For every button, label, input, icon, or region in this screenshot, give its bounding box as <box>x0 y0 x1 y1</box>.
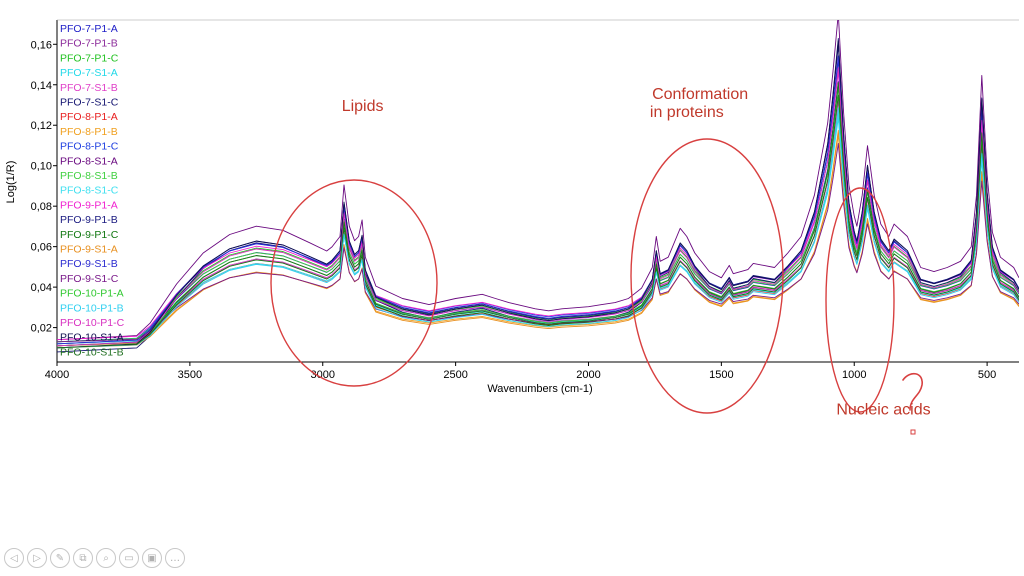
x-tick-label: 1000 <box>842 369 866 381</box>
question-mark-dot <box>910 429 916 435</box>
legend-entry: PFO-10-P1-C <box>60 317 125 329</box>
series-line <box>57 38 1019 353</box>
annotation-label: Lipids <box>342 98 384 115</box>
x-axis-label: Wavenumbers (cm-1) <box>487 383 592 395</box>
y-tick-label: 0,06 <box>31 242 52 254</box>
legend-entry: PFO-9-S1-C <box>60 273 119 285</box>
y-tick-label: 0,12 <box>31 120 52 132</box>
pen-icon[interactable]: ✎ <box>50 548 70 568</box>
legend-entry: PFO-7-P1-A <box>60 23 118 35</box>
legend-entry: PFO-10-S1-B <box>60 346 124 358</box>
forward-icon[interactable]: ▷ <box>27 548 47 568</box>
legend-entry: PFO-9-P1-C <box>60 229 119 241</box>
y-tick-label: 0,04 <box>31 282 52 294</box>
nucleic-acids-circle <box>825 187 895 413</box>
y-axis-label: Log(1/R) <box>5 161 17 204</box>
question-mark-drawing <box>902 372 923 411</box>
y-tick-label: 0,08 <box>31 201 52 213</box>
back-icon[interactable]: ◁ <box>4 548 24 568</box>
series-line <box>57 82 1019 349</box>
legend-entry: PFO-8-P1-C <box>60 141 119 153</box>
series-lines <box>57 20 1019 353</box>
legend-entry: PFO-8-P1-A <box>60 111 118 123</box>
series-line <box>57 55 1019 345</box>
plot-frame <box>56 19 1019 363</box>
y-axis: 0,02 0,04 0,06 0,08 0,10 0,12 0,14 0,16 <box>31 39 57 335</box>
legend-entry: PFO-10-P1-A <box>60 288 124 300</box>
series-line <box>57 94 1019 349</box>
annotation-label: Conformation <box>652 86 748 103</box>
legend-entry: PFO-8-S1-A <box>60 155 118 167</box>
legend-entry: PFO-8-S1-C <box>60 185 119 197</box>
legend-entry: PFO-9-S1-A <box>60 244 118 256</box>
legend-entry: PFO-7-S1-C <box>60 97 119 109</box>
series-line <box>57 108 1019 347</box>
series-line <box>57 20 1019 341</box>
series-line <box>57 59 1019 343</box>
x-tick-label: 500 <box>978 369 996 381</box>
legend-entry: PFO-7-S1-A <box>60 67 118 79</box>
legend-entry: PFO-7-P1-C <box>60 52 119 64</box>
legend-entry: PFO-8-S1-B <box>60 170 118 182</box>
legend-entry: PFO-9-P1-B <box>60 214 118 226</box>
legend-entry: PFO-8-P1-B <box>60 126 118 138</box>
legend-entry: PFO-10-S1-A <box>60 332 124 344</box>
y-tick-label: 0,16 <box>31 39 52 51</box>
y-tick-label: 0,10 <box>31 161 52 173</box>
lipids-circle <box>270 179 438 387</box>
series-line <box>57 67 1019 347</box>
x-tick-label: 3500 <box>178 369 202 381</box>
x-axis: 4000 3500 3000 2500 2000 1500 1000 500 <box>45 362 996 381</box>
legend: PFO-7-P1-A PFO-7-P1-B PFO-7-P1-C PFO-7-S1-A… <box>60 23 125 358</box>
y-tick-label: 0,02 <box>31 323 52 335</box>
series-line <box>57 107 1019 349</box>
screen-off-icon[interactable]: ▣ <box>142 548 162 568</box>
subtitles-icon[interactable]: ▭ <box>119 548 139 568</box>
legend-entry: PFO-7-P1-B <box>60 38 118 50</box>
series-line <box>57 68 1019 345</box>
legend-entry: PFO-9-S1-B <box>60 258 118 270</box>
annotation-label: in proteins <box>650 104 724 121</box>
x-tick-label: 4000 <box>45 369 69 381</box>
x-tick-label: 3000 <box>311 369 335 381</box>
x-tick-label: 2500 <box>443 369 467 381</box>
series-line <box>57 143 1019 343</box>
y-tick-label: 0,14 <box>31 80 52 92</box>
annotation-label: Nucleic acids <box>836 402 930 419</box>
more-icon[interactable]: … <box>165 548 185 568</box>
proteins-circle <box>630 138 784 414</box>
series-line <box>57 70 1019 341</box>
x-tick-label: 1500 <box>709 369 733 381</box>
legend-entry: PFO-9-P1-A <box>60 199 118 211</box>
legend-entry: PFO-7-S1-B <box>60 82 118 94</box>
slide-toolbar: ◁ ▷ ✎ ⧉ ⌕ ▭ ▣… <box>4 548 185 568</box>
copy-slides-icon[interactable]: ⧉ <box>73 548 93 568</box>
series-line <box>57 40 1019 349</box>
x-tick-label: 2000 <box>576 369 600 381</box>
legend-entry: PFO-10-P1-B <box>60 302 124 314</box>
zoom-icon[interactable]: ⌕ <box>96 548 116 568</box>
